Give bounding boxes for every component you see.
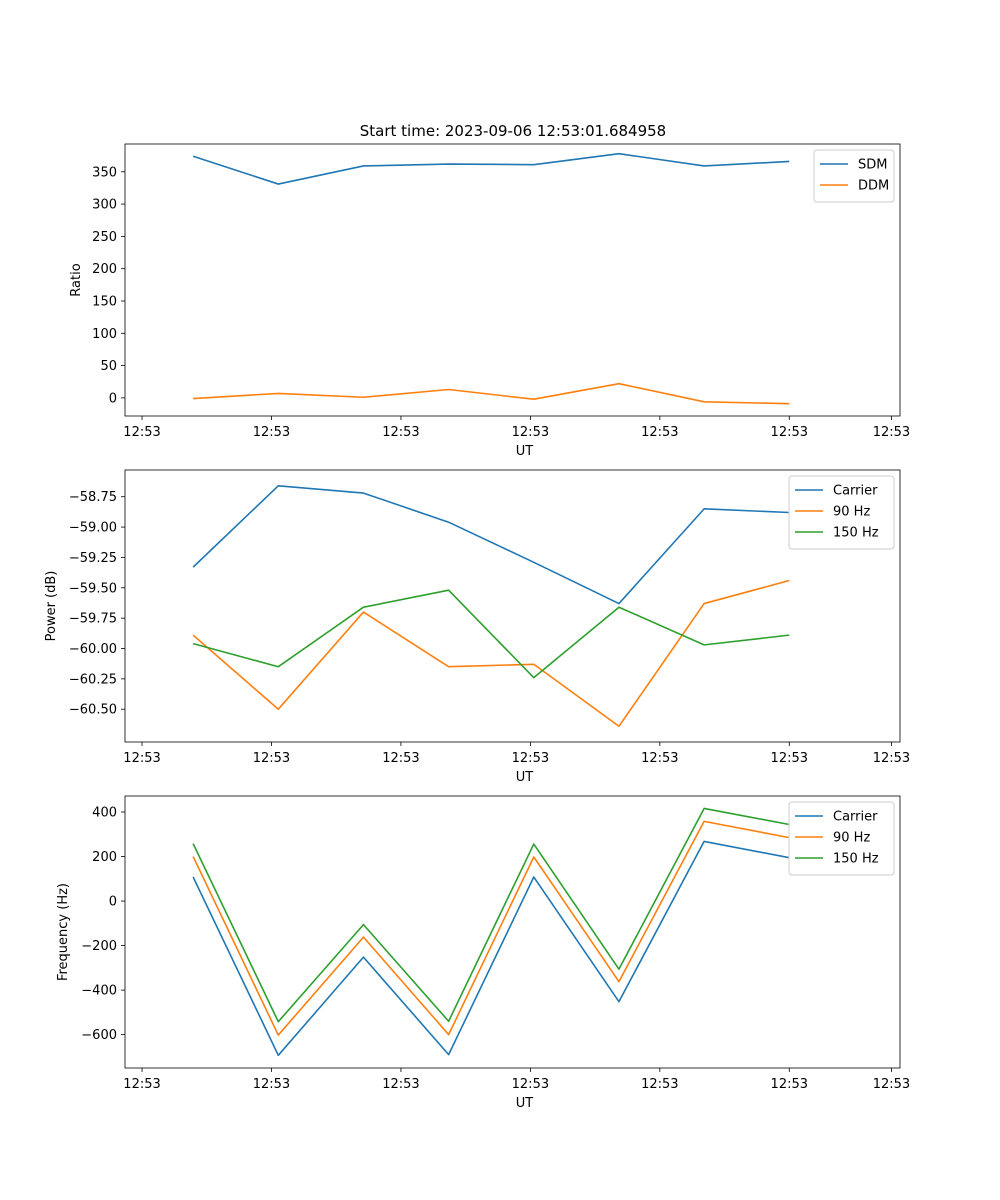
x-tick-label: 12:53 [123,751,160,766]
y-tick-label: 100 [92,327,117,342]
y-tick-label: 200 [92,262,117,277]
y-tick-label: 0 [109,391,117,406]
legend-label: 90 Hz [833,831,870,846]
y-tick-label: 250 [92,230,117,245]
legend-label: Carrier [833,484,878,499]
legend-box [788,475,895,550]
legend-label: 150 Hz [833,852,879,867]
y-tick-label: 300 [92,198,117,213]
x-tick-label: 12:53 [253,751,290,766]
y-tick-label: 50 [100,359,117,374]
legend: Carrier 90 Hz 150 Hz [788,801,895,876]
y-tick-label: −58.75 [69,490,117,505]
legend-label: 150 Hz [833,526,879,541]
y-tick-label: −200 [81,939,117,954]
x-tick-label: 12:53 [873,425,910,440]
chart-panels: 12:53 12:53 12:53 12:53 12:53 12:53 12:53 0 50 10… [44,143,910,1111]
x-tick-label: 12:53 [382,425,419,440]
plot-area [124,795,901,1069]
x-tick-label: 12:53 [253,1077,290,1092]
series-line-carrier [192,840,790,1057]
x-tick-label: 12:53 [382,751,419,766]
y-tick-label: −59.50 [69,581,117,596]
x-tick-label: 12:53 [253,425,290,440]
plot-area [124,143,901,417]
y-tick-label: −60.25 [69,672,117,687]
x-axis-label: UT [516,770,534,785]
series-line-150-hz [192,807,790,1023]
x-tick-label: 12:53 [873,751,910,766]
x-tick-label: 12:53 [641,751,678,766]
x-tick-label: 12:53 [123,1077,160,1092]
y-axis-label: Ratio [69,263,84,296]
y-tick-label: 150 [92,294,117,309]
chart-panel-2: 12:53 12:53 12:53 12:53 12:53 12:53 12:53 −60.5… [44,469,910,785]
y-tick-label: 400 [92,806,117,821]
y-tick-label: −59.75 [69,612,117,627]
y-tick-label: −60.50 [69,703,117,718]
y-tick-label: −59.25 [69,551,117,566]
series-line-carrier [192,484,790,605]
legend-box [813,149,895,203]
y-tick-label: −600 [81,1028,117,1043]
chart-panel-3: 12:53 12:53 12:53 12:53 12:53 12:53 12:53 −600 −… [56,795,910,1111]
legend-box [788,801,895,876]
x-tick-label: 12:53 [512,751,549,766]
y-tick-label: −400 [81,984,117,999]
x-tick-label: 12:53 [641,425,678,440]
series-line-sdm [192,152,790,185]
y-tick-label: 0 [109,895,117,910]
legend: SDM DDM [813,149,895,203]
x-tick-label: 12:53 [641,1077,678,1092]
figure-title: Start time: 2023-09-06 12:53:01.684958 [360,122,666,140]
series-line-90-hz [192,820,790,1036]
plot-area [124,469,901,743]
x-tick-label: 12:53 [123,425,160,440]
y-tick-label: 200 [92,850,117,865]
legend-label: Carrier [833,810,878,825]
x-tick-label: 12:53 [771,1077,808,1092]
x-tick-label: 12:53 [512,1077,549,1092]
legend-label: DDM [858,179,889,194]
legend-label: SDM [858,158,887,173]
series-line-150-hz [192,589,790,679]
y-tick-label: −59.00 [69,521,117,536]
y-axis-label: Power (dB) [44,571,59,642]
x-tick-label: 12:53 [771,425,808,440]
series-line-ddm [193,382,790,405]
legend: Carrier 90 Hz 150 Hz [788,475,895,550]
x-tick-label: 12:53 [771,751,808,766]
x-axis-label: UT [516,1096,534,1111]
y-axis-label: Frequency (Hz) [56,883,71,981]
x-tick-label: 12:53 [873,1077,910,1092]
series-line-90-hz [192,579,790,728]
chart-panel-1: 12:53 12:53 12:53 12:53 12:53 12:53 12:53 0 50 10… [69,143,910,459]
x-tick-label: 12:53 [512,425,549,440]
y-tick-label: −60.00 [69,642,117,657]
y-tick-label: 350 [92,165,117,180]
x-tick-label: 12:53 [382,1077,419,1092]
legend-label: 90 Hz [833,505,870,520]
x-axis-label: UT [516,444,534,459]
